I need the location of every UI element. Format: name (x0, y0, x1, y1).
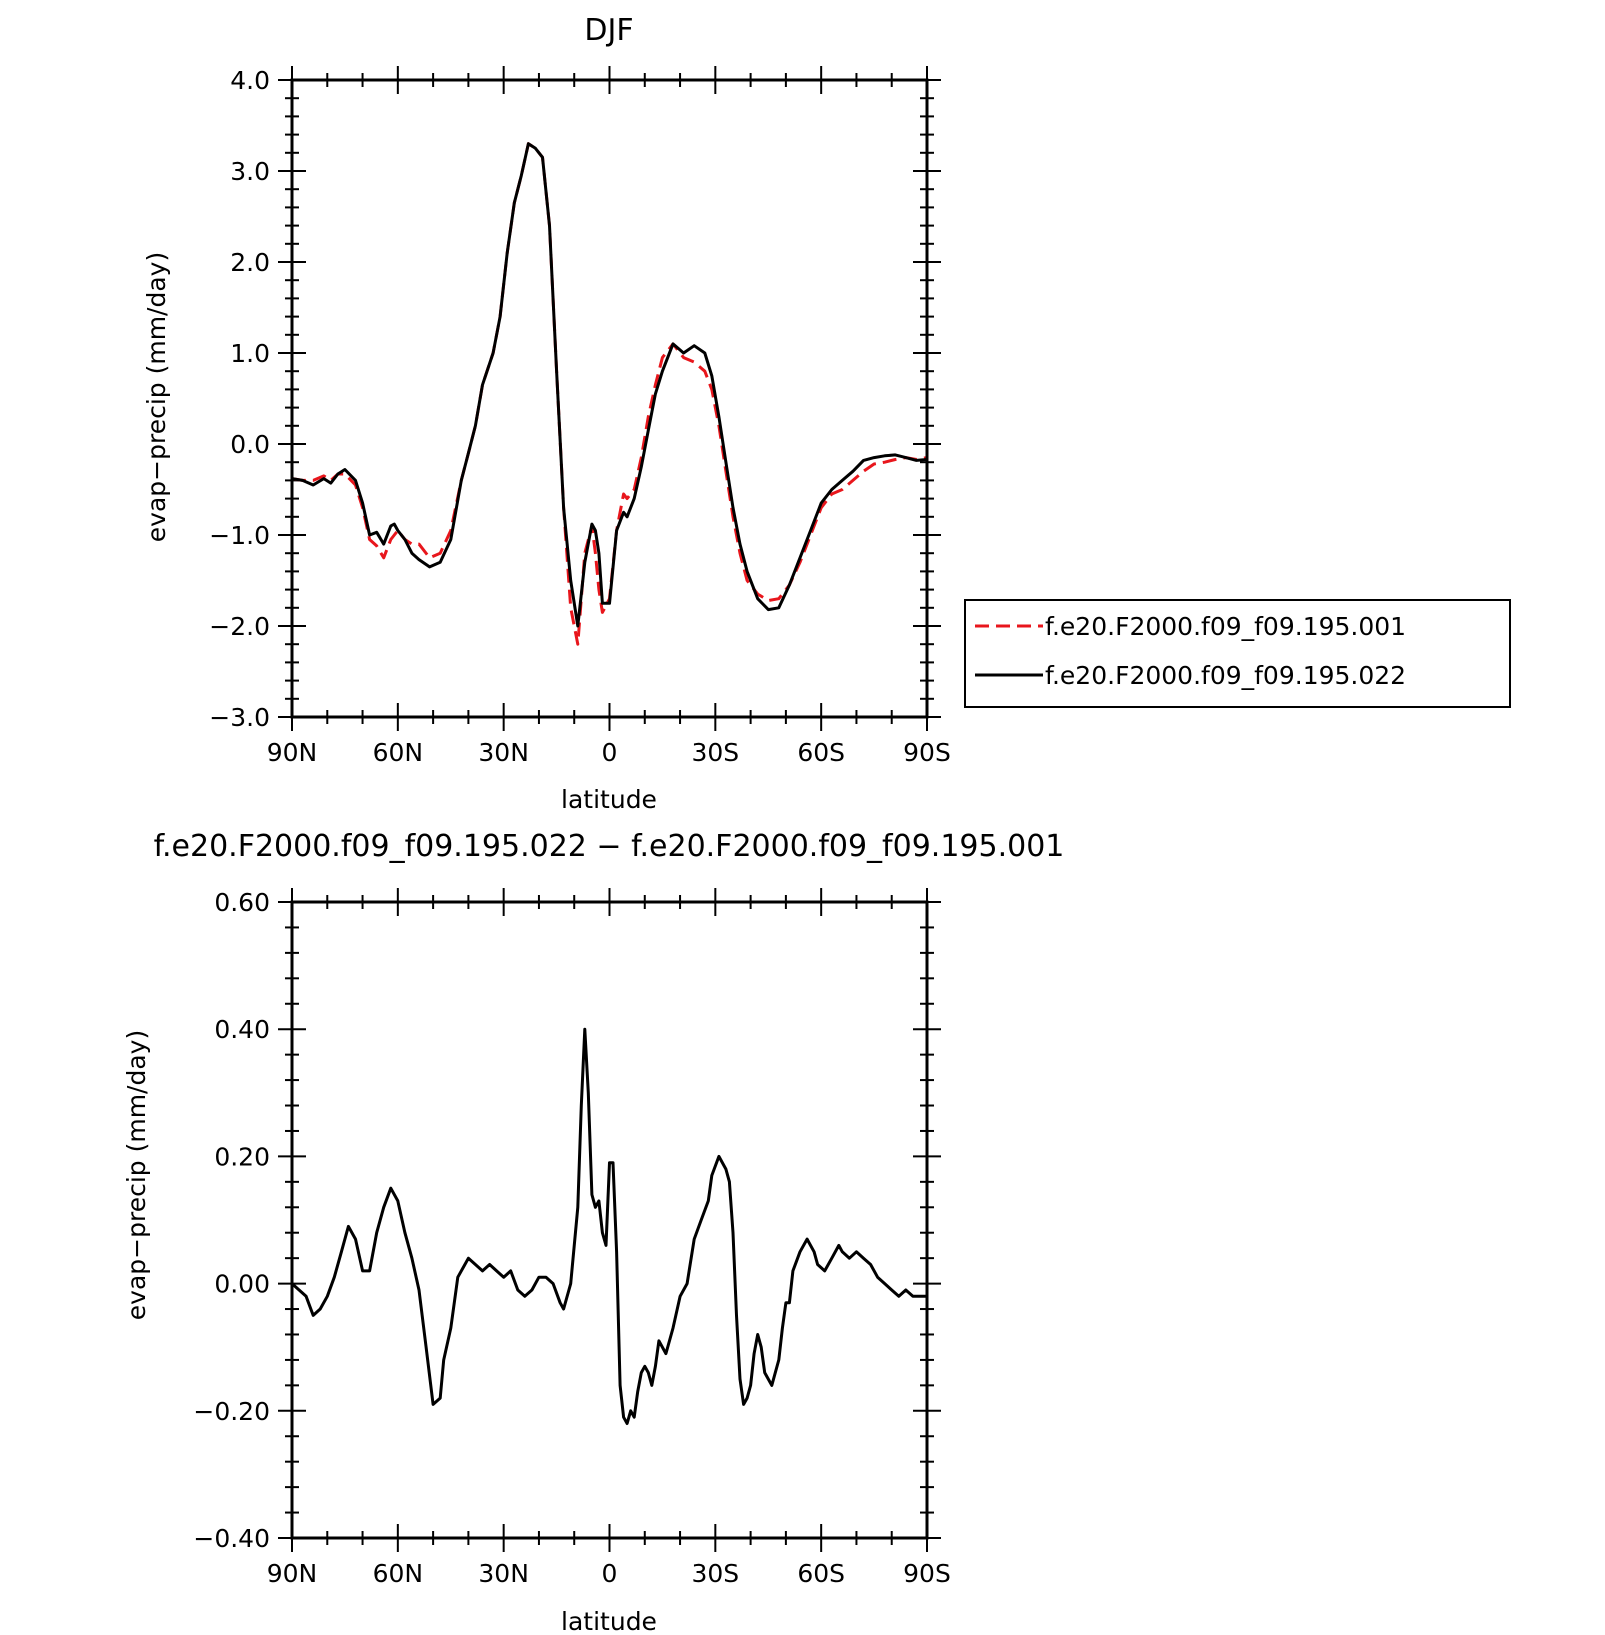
y-tick-label: −0.40 (193, 1524, 270, 1553)
x-tick-label: 30S (691, 1559, 739, 1588)
bottom-chart-y-tick-labels: −0.40 −0.20 0.00 0.20 0.40 0.60 (193, 888, 270, 1553)
x-tick-label: 30S (691, 738, 739, 767)
y-tick-label: 1.0 (230, 339, 270, 368)
y-tick-label: 4.0 (230, 66, 270, 95)
top-chart: DJF 90N 60N 30N 0 30S 60S 90S −3.0 −2.0 −1.0 0.0 1… (142, 13, 1511, 814)
x-tick-label: 0 (602, 738, 618, 767)
top-chart-title: DJF (584, 13, 633, 48)
y-tick-label: 0.60 (214, 888, 270, 917)
x-tick-label: 30N (478, 1559, 529, 1588)
x-tick-label: 60N (373, 738, 424, 767)
top-chart-ticks (278, 66, 941, 731)
top-chart-y-axis-title: evap−precip (mm/day) (142, 252, 171, 542)
legend-box (964, 599, 1511, 708)
x-tick-label: 90S (903, 738, 951, 767)
y-tick-label: 0.00 (214, 1270, 270, 1299)
bottom-chart-y-axis-title: evap−precip (mm/day) (122, 1030, 151, 1320)
series-line-1-0 (290, 1027, 927, 1425)
x-tick-label: 90S (903, 1559, 951, 1588)
y-tick-label: −3.0 (209, 703, 270, 732)
bottom-chart-title: f.e20.F2000.f09_f09.195.022 − f.e20.F200… (154, 829, 1065, 864)
x-tick-label: 60N (373, 1559, 424, 1588)
top-chart-lines (291, 142, 928, 646)
y-tick-label: −0.20 (193, 1397, 270, 1426)
series-line-0-1 (291, 142, 928, 628)
top-chart-x-axis-title: latitude (561, 785, 657, 814)
bottom-chart-x-axis-title: latitude (561, 1607, 657, 1635)
bottom-chart-lines (290, 1027, 927, 1425)
x-tick-label: 60S (797, 1559, 845, 1588)
bottom-chart-plot-frame (290, 900, 929, 1540)
x-tick-label: 90N (267, 738, 318, 767)
bottom-chart: f.e20.F2000.f09_f09.195.022 − f.e20.F200… (122, 829, 1064, 1635)
legend-label-022: f.e20.F2000.f09_f09.195.022 (1045, 661, 1406, 690)
x-tick-label: 0 (602, 1559, 618, 1588)
y-tick-label: 0.0 (230, 430, 270, 459)
y-tick-label: 0.40 (214, 1015, 270, 1044)
series-line-0-0 (291, 142, 928, 646)
y-tick-label: 3.0 (230, 157, 270, 186)
top-chart-y-tick-labels: −3.0 −2.0 −1.0 0.0 1.0 2.0 3.0 4.0 (209, 66, 270, 732)
x-tick-label: 30N (478, 738, 529, 767)
legend-label-001: f.e20.F2000.f09_f09.195.001 (1045, 612, 1406, 641)
top-chart-x-tick-labels: 90N 60N 30N 0 30S 60S 90S (267, 738, 951, 767)
top-chart-legend: f.e20.F2000.f09_f09.195.001 f.e20.F2000.… (964, 599, 1511, 708)
x-tick-label: 90N (267, 1559, 318, 1588)
bottom-chart-x-tick-labels: 90N 60N 30N 0 30S 60S 90S (267, 1559, 951, 1588)
y-tick-label: −2.0 (209, 612, 270, 641)
bottom-chart-ticks (278, 888, 941, 1552)
top-chart-plot-frame (290, 78, 929, 719)
x-tick-label: 60S (797, 738, 845, 767)
y-tick-label: 2.0 (230, 248, 270, 277)
y-tick-label: −1.0 (209, 521, 270, 550)
y-tick-label: 0.20 (214, 1142, 270, 1171)
